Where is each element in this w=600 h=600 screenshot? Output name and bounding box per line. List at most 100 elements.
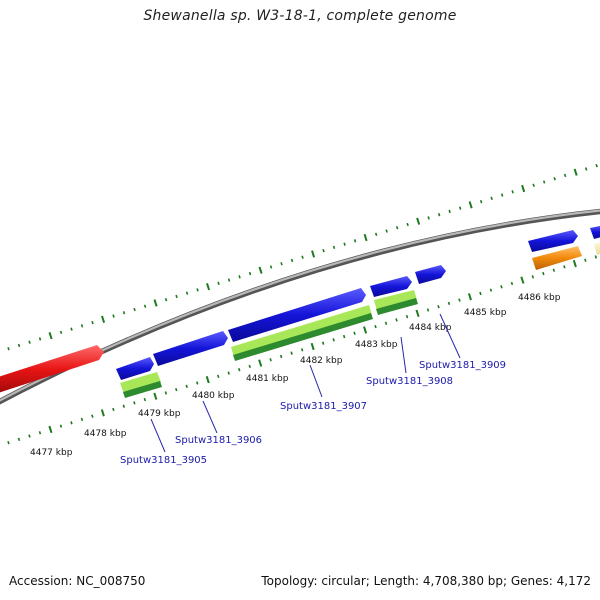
minor-tick — [479, 291, 482, 296]
minor-tick — [28, 434, 31, 438]
minor-tick — [175, 387, 178, 392]
minor-tick — [227, 371, 230, 375]
major-tick — [258, 266, 263, 274]
minor-tick — [332, 245, 336, 250]
minor-tick — [447, 301, 451, 306]
major-tick — [415, 309, 420, 317]
major-tick — [311, 250, 316, 258]
leader-3907 — [309, 364, 323, 398]
minor-tick — [227, 278, 231, 282]
minor-tick — [553, 177, 556, 181]
minor-tick — [511, 190, 514, 194]
minor-tick — [70, 421, 73, 425]
minor-tick — [38, 337, 42, 341]
ruler-label-4477: 4477 kbp — [30, 448, 73, 458]
minor-tick — [321, 341, 325, 345]
minor-tick — [133, 307, 136, 312]
minor-tick — [59, 424, 63, 428]
minor-tick — [269, 358, 272, 362]
feature-forward-3 — [153, 331, 228, 366]
minor-tick — [7, 441, 10, 445]
minor-tick — [143, 397, 147, 402]
minor-tick — [584, 167, 588, 171]
minor-tick — [353, 331, 356, 335]
minor-tick — [17, 343, 21, 348]
ruler-label-4481: 4481 kbp — [246, 374, 289, 384]
minor-tick — [458, 298, 461, 302]
minor-tick — [80, 417, 84, 422]
minor-tick — [552, 268, 556, 272]
feature-forward-1 — [0, 345, 104, 393]
minor-tick — [28, 340, 31, 344]
feature-forward-2 — [116, 357, 154, 380]
major-tick — [101, 315, 106, 323]
leader-3905 — [150, 418, 166, 453]
minor-tick — [164, 298, 168, 302]
major-tick — [573, 168, 578, 176]
minor-tick — [437, 305, 440, 309]
ruler-label-4486: 4486 kbp — [518, 293, 561, 303]
major-tick — [572, 259, 577, 268]
feature-forward-6 — [415, 265, 446, 284]
minor-tick — [332, 338, 335, 342]
genome-summary: Topology: circular; Length: 4,708,380 bp… — [261, 574, 591, 588]
minor-tick — [395, 226, 399, 230]
minor-tick — [248, 271, 252, 276]
feature-forward-5 — [370, 276, 412, 297]
minor-tick — [490, 196, 493, 201]
gene-label-3905[interactable]: Sputw3181_3905 — [120, 455, 207, 466]
minor-tick — [279, 354, 283, 359]
major-tick — [363, 233, 368, 242]
minor-tick — [248, 364, 251, 369]
ruler-label-4484: 4484 kbp — [409, 323, 452, 333]
minor-tick — [322, 248, 325, 253]
minor-tick — [563, 265, 566, 269]
major-tick — [363, 326, 368, 334]
minor-tick — [500, 193, 504, 197]
major-tick — [153, 392, 158, 400]
rna-feature-3 — [374, 290, 417, 311]
minor-tick — [489, 288, 493, 292]
minor-tick — [510, 281, 514, 286]
rna-feature-2 — [231, 305, 372, 357]
rna-feature-2-base — [233, 313, 373, 361]
ruler-label-4483: 4483 kbp — [355, 340, 398, 350]
major-tick — [100, 409, 105, 417]
feature-forward-8 — [590, 226, 600, 239]
minor-tick — [238, 275, 241, 279]
minor-tick — [17, 437, 21, 442]
ruler-label-4478: 4478 kbp — [84, 429, 127, 439]
major-tick — [467, 293, 472, 301]
rna-feature-1-base — [123, 381, 162, 398]
minor-tick — [185, 291, 189, 295]
gene-label-3907[interactable]: Sputw3181_3907 — [280, 401, 367, 412]
major-tick — [521, 184, 526, 193]
gene-label-3908[interactable]: Sputw3181_3908 — [366, 376, 453, 387]
minor-tick — [269, 265, 273, 269]
minor-tick — [427, 216, 430, 220]
rna-feature-3-base — [376, 298, 418, 315]
minor-tick — [542, 271, 545, 276]
minor-tick — [290, 258, 294, 263]
outer-tick-ring — [7, 163, 598, 351]
feature-forward-7 — [528, 230, 578, 252]
genome-backbone-highlight — [0, 209, 600, 402]
minor-tick — [143, 304, 147, 308]
gene-label-3909[interactable]: Sputw3181_3909 — [419, 360, 506, 371]
minor-tick — [385, 229, 388, 233]
minor-tick — [91, 320, 94, 325]
minor-tick — [7, 347, 10, 351]
minor-tick — [426, 308, 430, 312]
minor-tick — [406, 222, 409, 227]
minor-tick — [80, 324, 84, 328]
minor-tick — [458, 206, 462, 210]
minor-tick — [112, 407, 115, 412]
minor-tick — [563, 173, 567, 178]
minor-tick — [343, 242, 346, 246]
inner-tick-ring — [7, 255, 598, 445]
gene-label-3906[interactable]: Sputw3181_3906 — [175, 435, 262, 446]
minor-tick — [532, 183, 535, 187]
major-tick — [468, 201, 473, 209]
misc-feature-orange — [532, 246, 582, 270]
